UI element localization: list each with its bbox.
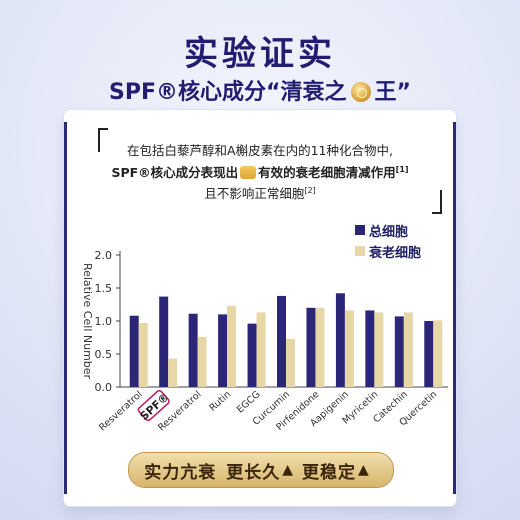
gold-medal-icon [350, 82, 371, 102]
bar-total [159, 296, 169, 387]
bar-total [394, 316, 404, 387]
note-line-1: 在包括白藜芦醇和A槲皮素在内的11种化合物中, [127, 143, 393, 158]
thumbs-up-icon [240, 166, 257, 179]
y-tick-label: 2.0 [95, 249, 113, 262]
y-tick-label: 0.0 [95, 381, 113, 394]
banner-text-2: 更长久 [226, 462, 281, 483]
bar-senescent [197, 336, 207, 387]
bar-senescent [403, 312, 413, 387]
note-line-3: 且不影响正常细胞[2] [70, 183, 450, 202]
bar-total [247, 323, 257, 387]
note-line-3-text: 且不影响正常细胞 [204, 186, 305, 201]
bar-senescent [168, 358, 178, 387]
bar-senescent [256, 312, 266, 387]
legend-swatch-senescent [355, 246, 365, 256]
bar-total [277, 295, 286, 387]
y-tick-label: 0.5 [95, 348, 113, 361]
bar-total [335, 293, 345, 387]
y-tick-label: 1.0 [95, 315, 113, 328]
reference-2: [2] [304, 185, 316, 195]
bar-senescent [227, 305, 237, 387]
card-left-border [64, 122, 67, 494]
legend-label-total: 总细胞 [369, 225, 409, 240]
y-axis-label: Relative Cell Number [81, 263, 94, 380]
x-tick-label: Resveratrol [97, 389, 145, 433]
bar-senescent [315, 307, 325, 387]
legend-label-senescent: 衰老细胞 [369, 246, 422, 261]
bar-senescent [374, 312, 384, 387]
quote-bracket-open [98, 128, 108, 152]
bar-total [188, 313, 198, 387]
note-line-2-prefix: SPF®核心成分表现出 [111, 165, 239, 180]
banner-text-3: 更稳定 [302, 462, 356, 483]
reference-1: [1] [395, 164, 409, 174]
up-arrow-icon: ▲ [358, 462, 370, 478]
note-line-2-suffix: 有效的衰老细胞清减作用 [258, 165, 396, 180]
benefit-banner: 实力亢衰 更长久 ▲ 更稳定 ▲ [128, 452, 394, 488]
bar-senescent [138, 322, 148, 387]
banner-text-1: 实力亢衰 [144, 462, 217, 483]
card-right-border [453, 122, 456, 494]
x-tick-label: Rutin [207, 389, 233, 414]
bar-senescent [433, 320, 443, 387]
subtitle-prefix: SPF®核心成分“清衰之 [109, 80, 347, 105]
subtitle-suffix: 王” [374, 80, 411, 105]
page-subtitle: SPF®核心成分“清衰之 王” [0, 74, 520, 106]
y-tick-label: 1.5 [95, 282, 113, 295]
bar-senescent [344, 310, 354, 387]
page-title: 实验证实 [184, 34, 336, 74]
legend-swatch-total [355, 225, 365, 235]
bar-senescent [286, 338, 295, 387]
quote-bracket-close [432, 190, 442, 214]
bar-total [129, 315, 139, 387]
note-line-2: SPF®核心成分表现出 有效的衰老细胞清减作用[1] [70, 162, 450, 181]
bar-total [306, 307, 316, 387]
up-arrow-icon: ▲ [282, 462, 294, 478]
bar-total [218, 314, 228, 387]
bar-total [365, 310, 375, 387]
bar-total [424, 321, 434, 387]
chart-card [64, 110, 456, 506]
spf-label-box [137, 390, 170, 422]
